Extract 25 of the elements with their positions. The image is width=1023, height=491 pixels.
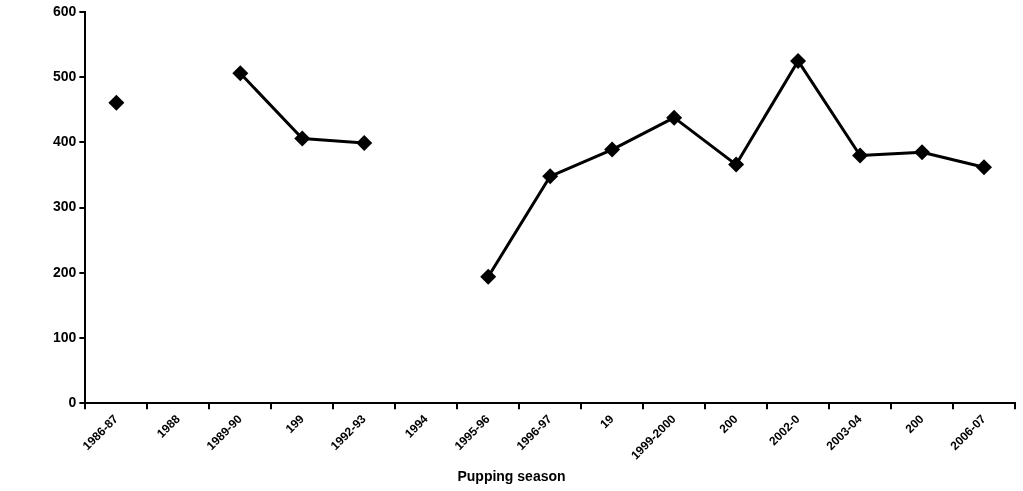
point — [914, 144, 931, 161]
point — [790, 52, 807, 69]
y-tick-label: 200 — [53, 263, 77, 280]
y-tick-label: 0 — [68, 394, 77, 411]
x-tick-label: 200 — [902, 411, 927, 436]
y-tick-label: 400 — [53, 133, 77, 150]
point — [728, 156, 745, 173]
point — [976, 159, 993, 176]
y-tick-label: 500 — [53, 68, 77, 85]
point — [356, 135, 373, 152]
y-tick-label: 600 — [53, 2, 77, 19]
x-tick-label: 200 — [716, 411, 741, 436]
point — [542, 168, 559, 185]
point — [480, 268, 497, 285]
point — [666, 109, 683, 126]
point — [604, 141, 621, 158]
y-tick-label: 100 — [53, 328, 77, 345]
x-tick-label: 19 — [597, 411, 617, 432]
y-tick-label: 300 — [53, 198, 77, 215]
point — [108, 94, 125, 111]
point — [852, 147, 869, 164]
x-tick-label: 199 — [282, 411, 307, 436]
point — [294, 130, 311, 147]
x-axis-title: Pupping season — [456, 468, 567, 484]
point — [232, 65, 249, 82]
